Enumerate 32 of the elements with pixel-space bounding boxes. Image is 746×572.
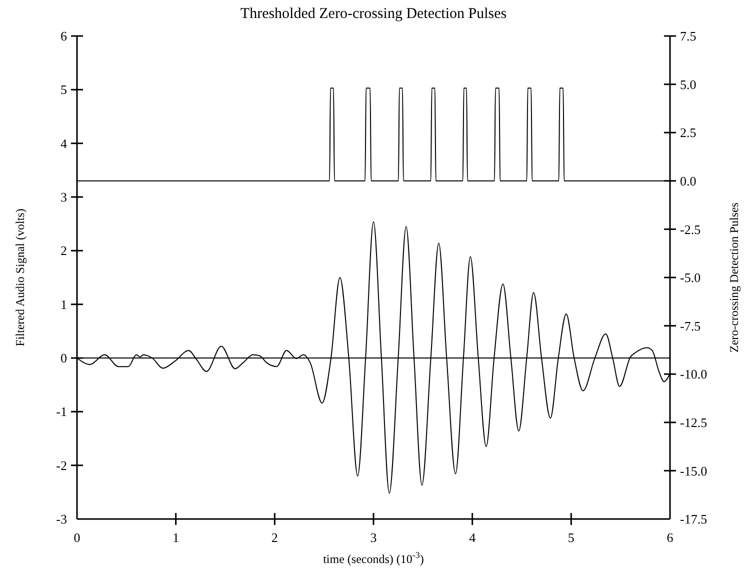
y2-tick-label: 7.5 bbox=[680, 28, 696, 44]
y2-tick-label: -5.0 bbox=[680, 270, 701, 286]
y-tick-label: 3 bbox=[60, 190, 67, 205]
y-tick-label: 5 bbox=[60, 82, 67, 98]
y-tick-label: 1 bbox=[60, 296, 67, 312]
y-tick-label: 6 bbox=[60, 28, 68, 44]
x-tick-label: 3 bbox=[370, 530, 377, 545]
y2-axis-title: Zero-crossing Detection Pulses bbox=[727, 202, 741, 352]
y-tick-label: 4 bbox=[60, 136, 68, 151]
chart-title: Thresholded Zero-crossing Detection Pulses bbox=[240, 6, 507, 22]
y2-tick-label: 2.5 bbox=[680, 125, 696, 140]
y2-tick-label: -12.5 bbox=[680, 414, 708, 430]
y-tick-label: -2 bbox=[56, 458, 67, 473]
y2-tick-label: 5.0 bbox=[680, 76, 696, 92]
y-tick-label: 0 bbox=[60, 350, 67, 366]
y2-tick-label: -2.5 bbox=[680, 222, 701, 237]
x-tick-label: 5 bbox=[568, 530, 574, 545]
x-axis-title: time (seconds) (10$^{-3}$) bbox=[323, 550, 424, 566]
x-tick-label: 1 bbox=[172, 530, 180, 545]
x-tick-label: 6 bbox=[666, 530, 674, 545]
x-tick-label: 4 bbox=[469, 530, 476, 545]
x-tick-label: 0 bbox=[74, 530, 80, 545]
y-tick-label: 2 bbox=[60, 243, 67, 258]
y2-tick-label: -7.5 bbox=[680, 318, 701, 334]
y2-tick-label: -15.0 bbox=[680, 463, 708, 478]
y2-tick-label: -17.5 bbox=[680, 512, 708, 527]
y2-tick-label: -10.0 bbox=[680, 366, 708, 382]
y2-tick-label: 0.0 bbox=[680, 173, 696, 188]
y-axis-title: Filtered Audio Signal (volts) bbox=[13, 208, 27, 346]
x-tick-label: 2 bbox=[271, 530, 278, 545]
y-tick-label: -1 bbox=[56, 404, 67, 420]
y-tick-label: -3 bbox=[56, 512, 67, 527]
